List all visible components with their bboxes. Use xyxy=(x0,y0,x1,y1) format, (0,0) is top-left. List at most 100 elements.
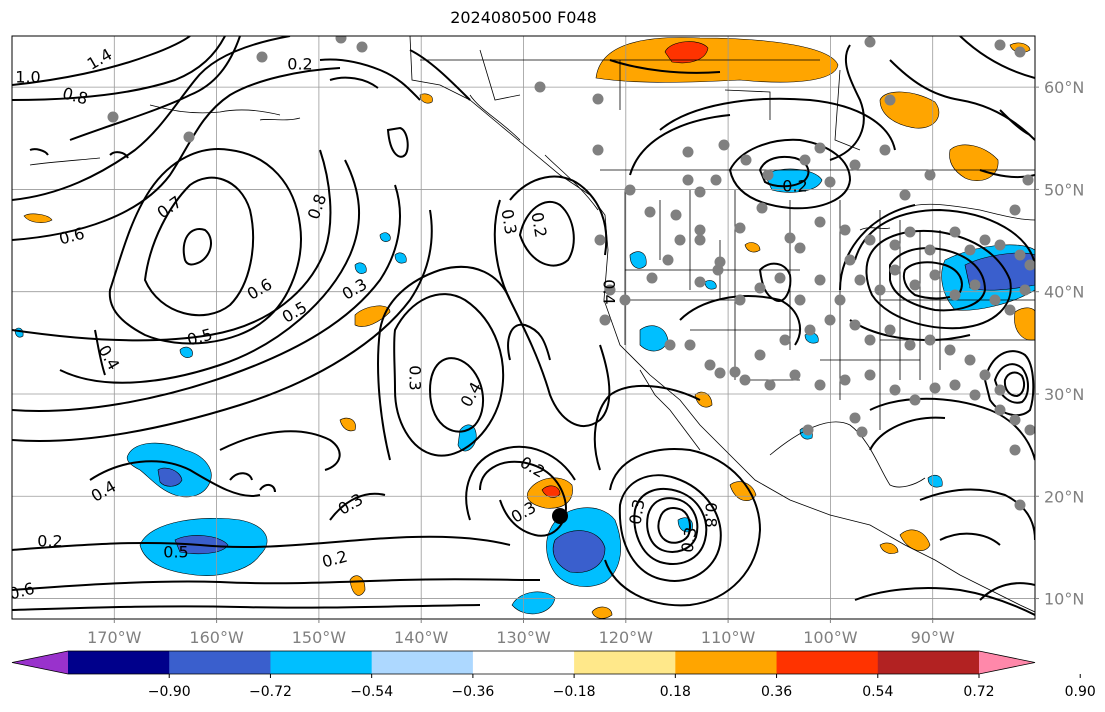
contour-line xyxy=(869,397,1035,461)
station-marker xyxy=(335,36,347,44)
anomaly-area xyxy=(591,606,613,619)
contour-line xyxy=(518,200,575,267)
station-marker xyxy=(904,226,916,238)
colorbar-segment xyxy=(371,651,474,674)
anomaly-area xyxy=(354,305,391,327)
contour-line xyxy=(12,184,401,412)
lat-tick-label: 50°N xyxy=(1044,180,1084,199)
station-marker xyxy=(944,344,956,356)
contour-line xyxy=(618,474,722,582)
contour-line xyxy=(479,460,567,537)
contour-line xyxy=(839,204,916,291)
contour-line xyxy=(12,535,511,551)
station-marker xyxy=(789,369,801,381)
station-marker xyxy=(929,269,941,281)
colorbar-segment xyxy=(472,651,575,674)
station-marker xyxy=(929,382,941,394)
anomaly-area xyxy=(23,213,53,223)
contour-label: 0.2 xyxy=(37,532,62,551)
station-marker xyxy=(664,339,676,351)
contour-line xyxy=(12,604,481,611)
contour-line xyxy=(629,114,731,176)
colorbar-extend-high xyxy=(979,651,1035,674)
contour-line xyxy=(919,488,1035,541)
station-marker xyxy=(534,81,546,93)
station-marker xyxy=(854,274,866,286)
station-marker xyxy=(884,324,896,336)
contour-line xyxy=(865,229,1012,330)
colorbar-segment xyxy=(776,651,879,674)
anomaly-area xyxy=(419,93,433,104)
colorbar-extend-low xyxy=(12,651,68,674)
station-marker xyxy=(884,94,896,106)
contour-label: 0.6 xyxy=(7,579,37,604)
anomaly-area xyxy=(339,417,356,432)
colorbar-tick-label: 0.36 xyxy=(761,684,792,700)
contour-label: 0.8 xyxy=(702,502,721,527)
coastline-segment xyxy=(724,89,771,120)
station-marker xyxy=(964,244,976,256)
colorbar-tick-label: 0.90 xyxy=(1065,684,1096,700)
contour-label: 0.5 xyxy=(163,543,188,562)
station-marker xyxy=(794,242,806,254)
station-marker xyxy=(814,274,826,286)
station-marker xyxy=(624,184,636,196)
station-marker xyxy=(756,202,768,214)
station-marker xyxy=(864,234,876,246)
station-marker xyxy=(924,334,936,346)
contour-line xyxy=(939,532,1001,546)
lon-tick-label: 130°W xyxy=(496,628,551,647)
station-marker xyxy=(924,244,936,256)
station-marker xyxy=(604,284,616,296)
contour-line xyxy=(109,151,129,159)
station-marker xyxy=(1022,174,1034,186)
station-marker xyxy=(994,239,1006,251)
contour-label: 0.2 xyxy=(527,211,550,239)
station-marker xyxy=(694,276,706,288)
contour-line xyxy=(979,582,1035,601)
lon-tick-label: 150°W xyxy=(292,628,347,647)
contour-lines xyxy=(12,36,1035,616)
lat-tick-label: 40°N xyxy=(1044,283,1084,302)
station-marker xyxy=(994,384,1006,396)
coastline-segment xyxy=(639,369,701,451)
contour-line xyxy=(94,329,106,376)
colorbar: −0.90 −0.72 −0.54 −0.36 −0.18 0.18 0.36 0.54 0.7… xyxy=(11,650,1096,700)
station-marker xyxy=(989,294,1001,306)
contour-line xyxy=(609,59,721,74)
contour-label: 0.5 xyxy=(185,325,215,350)
station-marker xyxy=(834,294,846,306)
station-marker xyxy=(599,314,611,326)
lon-tick-label: 120°W xyxy=(599,628,654,647)
contour-line xyxy=(659,97,896,151)
lon-tick-label: 110°W xyxy=(701,628,756,647)
contour-line xyxy=(1003,371,1026,398)
station-marker xyxy=(804,324,816,336)
coastline-segment xyxy=(469,94,521,141)
station-marker xyxy=(729,366,741,378)
station-marker xyxy=(909,279,921,291)
anomaly-area xyxy=(704,280,717,290)
colorbar-segment xyxy=(675,651,778,674)
anomaly-area xyxy=(639,325,669,352)
contour-line xyxy=(509,175,608,256)
anomaly-area xyxy=(552,530,606,573)
anomaly-area xyxy=(629,251,647,269)
contour-line xyxy=(604,448,762,607)
station-marker xyxy=(824,314,836,326)
station-marker xyxy=(844,254,856,266)
contour-line xyxy=(12,36,191,86)
contour-line xyxy=(507,323,551,361)
station-marker xyxy=(849,319,861,331)
colorbar-tick-label: −0.54 xyxy=(350,684,393,700)
contour-line xyxy=(12,36,226,101)
contour-line xyxy=(108,148,302,345)
station-marker xyxy=(814,216,826,228)
contour-line xyxy=(393,293,505,457)
lat-tick-label: 30°N xyxy=(1044,385,1084,404)
contour-line xyxy=(854,208,1035,266)
anomaly-area xyxy=(899,529,931,552)
map-title: 2024080500 F048 xyxy=(450,8,597,27)
station-marker xyxy=(762,169,774,181)
anomaly-area xyxy=(157,467,183,487)
